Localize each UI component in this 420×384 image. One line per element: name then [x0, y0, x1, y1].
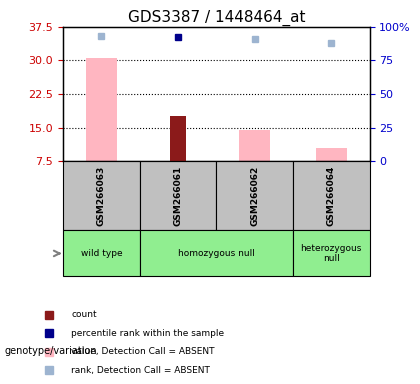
Text: rank, Detection Call = ABSENT: rank, Detection Call = ABSENT — [71, 366, 210, 375]
Text: GSM266064: GSM266064 — [327, 166, 336, 226]
Text: genotype/variation: genotype/variation — [4, 346, 97, 356]
Text: GSM266063: GSM266063 — [97, 166, 106, 226]
FancyBboxPatch shape — [63, 161, 139, 230]
FancyBboxPatch shape — [293, 161, 370, 230]
Text: GSM266061: GSM266061 — [173, 166, 182, 226]
FancyBboxPatch shape — [139, 230, 293, 276]
Title: GDS3387 / 1448464_at: GDS3387 / 1448464_at — [128, 9, 305, 25]
Text: GSM266062: GSM266062 — [250, 166, 259, 226]
FancyBboxPatch shape — [293, 230, 370, 276]
FancyBboxPatch shape — [63, 230, 139, 276]
Text: wild type: wild type — [81, 249, 122, 258]
Bar — [171, 116, 186, 161]
Bar — [316, 148, 346, 161]
Text: value, Detection Call = ABSENT: value, Detection Call = ABSENT — [71, 348, 215, 356]
Bar — [86, 58, 117, 161]
FancyBboxPatch shape — [216, 161, 293, 230]
Text: homozygous null: homozygous null — [178, 249, 255, 258]
FancyBboxPatch shape — [139, 161, 216, 230]
Text: heterozygous
null: heterozygous null — [301, 244, 362, 263]
Text: count: count — [71, 310, 97, 319]
Text: percentile rank within the sample: percentile rank within the sample — [71, 329, 225, 338]
Bar — [239, 130, 270, 161]
